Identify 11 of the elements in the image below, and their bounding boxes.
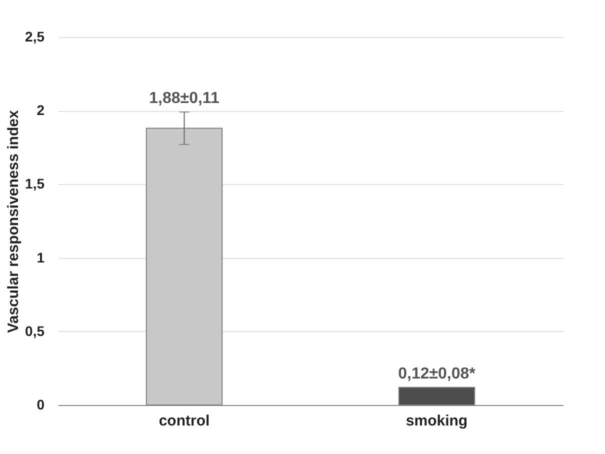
y-tick-label: 2 — [36, 102, 45, 118]
y-tick-label: 1 — [36, 249, 45, 266]
y-axis-title: Vascular responsiveness index — [5, 110, 22, 333]
data-label: 0,12±0,08* — [398, 365, 476, 382]
y-tick-label: 1,5 — [25, 176, 45, 192]
y-tick-label: 0 — [36, 396, 45, 412]
x-tick-label: control — [158, 412, 210, 430]
x-tick-label: smoking — [406, 412, 468, 430]
y-tick-label: 2,5 — [25, 28, 45, 44]
data-label: 1,88±0,11 — [149, 90, 220, 108]
y-tick-label: 0,5 — [25, 322, 45, 339]
